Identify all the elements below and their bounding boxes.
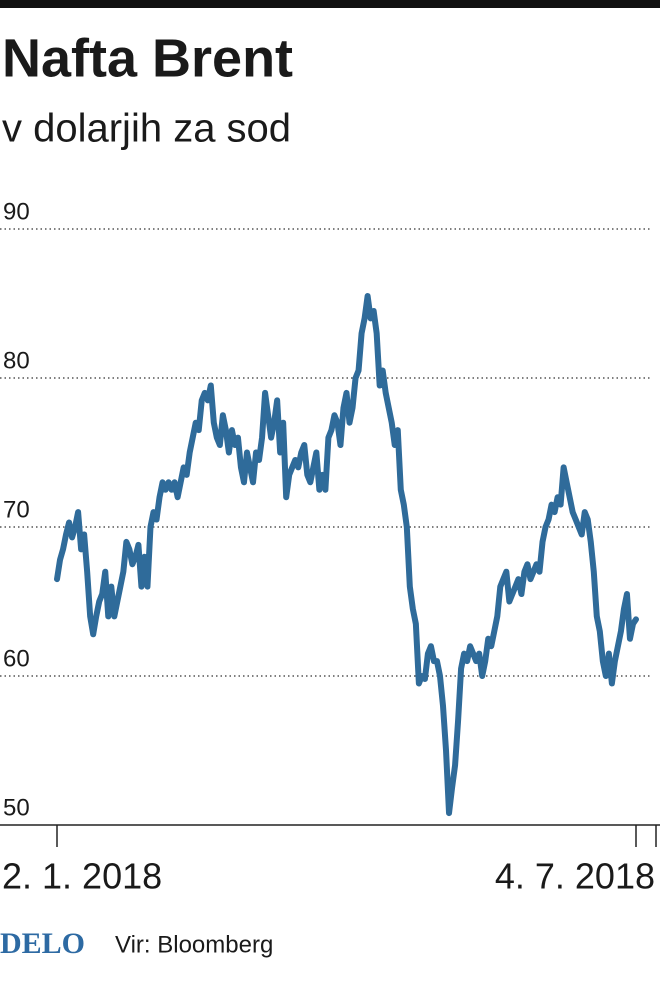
x-tick-label: 4. 7. 2018 [495, 856, 655, 897]
y-tick-label: 50 [3, 794, 30, 821]
logo: DELO [0, 927, 85, 960]
source: Vir: Bloomberg [115, 931, 273, 958]
y-tick-label: 90 [3, 198, 30, 225]
top-bar [0, 0, 660, 8]
chart-title: Nafta Brent [2, 28, 293, 88]
price-line [54, 293, 639, 817]
y-tick-label: 80 [3, 347, 30, 374]
x-tick-label: 2. 1. 2018 [2, 856, 162, 897]
y-tick-label: 60 [3, 645, 30, 672]
chart-subtitle: v dolarjih za sod [2, 107, 291, 151]
y-tick-label: 70 [3, 496, 30, 523]
